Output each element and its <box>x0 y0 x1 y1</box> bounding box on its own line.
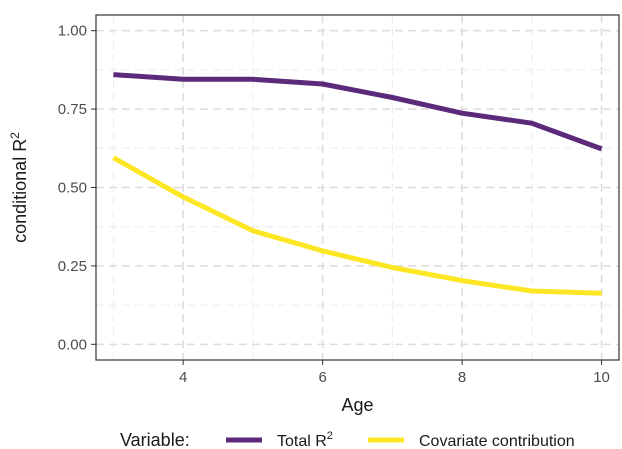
axis-layer: 0.00 0.25 0.50 0.75 1.00 4 6 8 10 <box>58 23 610 386</box>
legend: Variable: Total R2 Covariate contributio… <box>120 430 575 449</box>
y-tick-label: 1.00 <box>58 23 87 40</box>
legend-title: Variable: <box>120 430 190 449</box>
y-tick-label: 0.75 <box>58 101 87 118</box>
y-tick-label: 0.50 <box>58 180 87 197</box>
x-tick-label: 8 <box>458 369 466 386</box>
series-layer <box>112 72 603 296</box>
legend-label-total-r2: Total R2 <box>277 430 333 449</box>
y-axis-title-base: conditional R <box>10 139 30 243</box>
x-axis-title: Age <box>341 395 373 415</box>
series-line-covariate-contribution <box>112 155 602 296</box>
y-axis-title-superscript: 2 <box>8 132 22 139</box>
x-tick-label: 6 <box>318 369 326 386</box>
series-line-total-r2 <box>113 72 603 152</box>
legend-label-covariate-contribution: Covariate contribution <box>419 433 575 449</box>
legend-label-total-r2-base: Total R <box>277 433 327 449</box>
y-tick-label: 0.00 <box>58 336 87 353</box>
x-tick-label: 4 <box>179 369 187 386</box>
y-tick-label: 0.25 <box>58 258 87 275</box>
y-axis-title: conditional R2 <box>8 132 30 243</box>
grid-layer <box>96 15 619 360</box>
x-tick-label: 10 <box>593 369 610 386</box>
legend-label-total-r2-superscript: 2 <box>327 430 333 442</box>
